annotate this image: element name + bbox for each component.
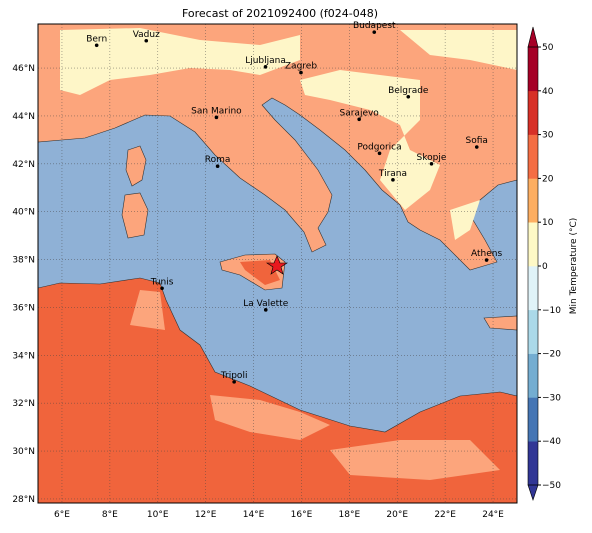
colorbar-tick-label: −50 (542, 481, 561, 491)
colorbar-tick-label: −10 (542, 306, 561, 316)
y-tick-label: 44°N (12, 112, 35, 122)
colorbar-bin (528, 441, 538, 486)
city-marker (357, 117, 361, 122)
y-tick-label: 28°N (12, 495, 35, 505)
city-label: Tunis (150, 277, 174, 287)
colorbar-extend-high (527, 26, 539, 48)
city-marker (160, 286, 164, 291)
colorbar-tick-label: 0 (542, 262, 548, 272)
y-tick-label: 38°N (12, 256, 35, 266)
city-marker (391, 178, 395, 182)
x-tick-label: 24°E (482, 510, 504, 520)
colorbar-label: Min Temperature (°C) (569, 218, 579, 315)
colorbar-bin (528, 134, 538, 179)
city-label: Tripoli (220, 371, 248, 381)
colorbar-tick-label: 30 (542, 131, 554, 141)
city-marker (299, 70, 303, 75)
title: Forecast of 2021092400 (f024-048) (182, 7, 378, 20)
colorbar-tick-label: 50 (542, 43, 554, 53)
x-tick-label: 22°E (434, 510, 456, 520)
city-label: Ljubljana (245, 56, 286, 66)
city-label: Bern (86, 34, 107, 44)
city-label: Tirana (378, 169, 407, 179)
city-label: Zagreb (285, 62, 317, 72)
city-marker (232, 380, 236, 384)
city-marker (377, 151, 382, 156)
city-label: Belgrade (388, 86, 429, 96)
colorbar-tick-label: 40 (542, 87, 554, 97)
city-marker (372, 30, 377, 34)
city-label: Athens (471, 249, 502, 259)
colorbar-bin (528, 47, 538, 92)
colorbar-bin (528, 266, 538, 311)
x-tick-label: 20°E (386, 510, 408, 520)
colorbar-tick-label: 20 (542, 174, 554, 184)
city-label: La Valette (243, 299, 288, 309)
city-label: Budapest (353, 21, 396, 31)
city-label: Podgorica (357, 142, 401, 152)
colorbar-bin (528, 353, 538, 398)
map-background (37, 23, 518, 504)
graticule (38, 24, 517, 503)
colorbar-tick-label: −30 (542, 393, 561, 403)
city-marker (429, 161, 434, 166)
y-tick-label: 34°N (12, 351, 35, 361)
city-label: San Marino (191, 106, 242, 116)
city-label: Skopje (417, 153, 447, 163)
x-tick-label: 8°E (102, 510, 118, 520)
city-marker (263, 65, 268, 69)
city-marker (214, 115, 219, 120)
colorbar-bin (528, 309, 538, 354)
y-tick-label: 32°N (12, 399, 35, 409)
y-tick-label: 46°N (12, 64, 35, 74)
x-tick-label: 16°E (291, 510, 313, 520)
city-label: Vaduz (133, 30, 160, 40)
city-marker (94, 43, 99, 48)
x-tick-label: 6°E (54, 510, 70, 520)
city-label: Roma (205, 155, 231, 165)
y-tick-label: 30°N (12, 447, 35, 457)
y-tick-label: 36°N (12, 303, 35, 313)
city-marker (263, 308, 268, 312)
city-marker (144, 38, 149, 43)
colorbar-bin (528, 90, 538, 135)
colorbar-bin (528, 222, 538, 267)
colorbar-bin (528, 178, 538, 223)
map-frame (37, 23, 518, 504)
y-tick-label: 42°N (12, 160, 35, 170)
city-marker (406, 94, 411, 99)
city-marker (215, 164, 220, 168)
x-tick-label: 12°E (195, 510, 217, 520)
city-marker (484, 258, 489, 262)
x-tick-label: 18°E (339, 510, 361, 520)
colorbar-tick-label: −40 (542, 437, 561, 447)
colorbar-tick-label: 10 (542, 218, 554, 228)
city-label: Sarajevo (340, 108, 380, 118)
x-tick-label: 10°E (147, 510, 169, 520)
colorbar-bin (528, 397, 538, 442)
colorbar: −50 −40 −30 −20 −10 0 10 20 30 40 50 (527, 26, 561, 501)
star-marker (266, 255, 288, 275)
x-tick-label: 14°E (243, 510, 265, 520)
city-label: Sofia (466, 136, 488, 146)
y-tick-label: 40°N (12, 208, 35, 218)
colorbar-tick-label: −20 (542, 350, 561, 360)
city-marker (474, 145, 479, 149)
colorbar-extend-low (527, 484, 539, 501)
